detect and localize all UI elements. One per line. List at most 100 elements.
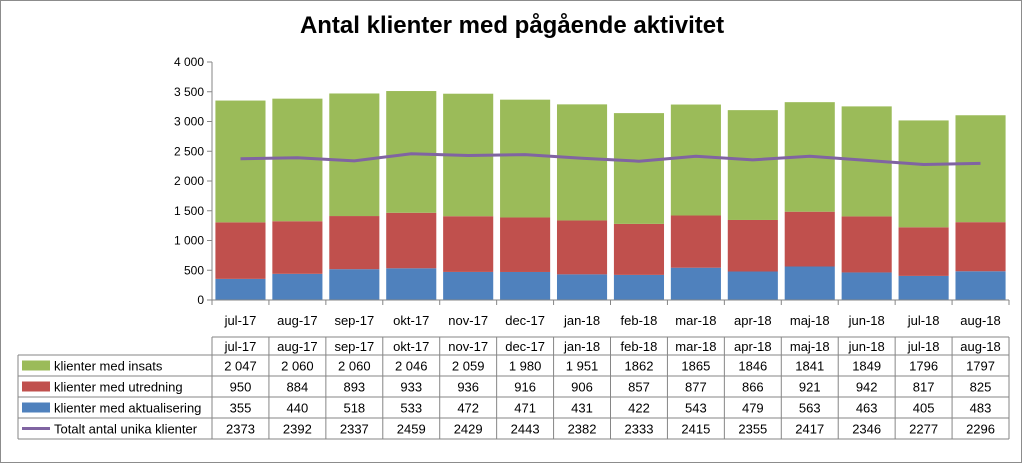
table-cell: 2296 [966, 422, 995, 437]
x-tick-label: apr-18 [734, 313, 772, 328]
x-tick-label: okt-17 [393, 313, 429, 328]
y-tick-label: 2 000 [174, 174, 204, 188]
x-tick-label: jul-17 [224, 313, 257, 328]
table-cell: 2 060 [281, 359, 314, 374]
x-tick-label: aug-17 [277, 313, 317, 328]
table-cell: 543 [685, 401, 707, 416]
bar-segment [784, 211, 835, 267]
x-tick-label: maj-18 [790, 313, 830, 328]
table-header-label: okt-17 [393, 339, 429, 354]
legend-key [22, 402, 50, 413]
table-cell: 355 [230, 401, 252, 416]
bar-segment [670, 215, 721, 268]
bar-segment [500, 271, 551, 300]
table-cell: 2355 [738, 422, 767, 437]
bar-segment [215, 222, 266, 279]
table-cell: 2415 [681, 422, 710, 437]
y-tick-label: 0 [197, 293, 204, 307]
bar-segment [556, 104, 608, 221]
table-cell: 422 [628, 401, 650, 416]
bar-segment [955, 271, 1006, 300]
legend-label: Totalt antal unika klienter [54, 422, 198, 437]
x-tick-label: jan-18 [563, 313, 600, 328]
table-header-label: jul-18 [907, 339, 940, 354]
table-cell: 1862 [625, 359, 654, 374]
table-cell: 1849 [852, 359, 881, 374]
bar-segment [443, 271, 494, 300]
table-cell: 479 [742, 401, 764, 416]
y-tick-label: 3 500 [174, 85, 204, 99]
table-cell: 472 [457, 401, 479, 416]
bar-segment [784, 266, 835, 300]
y-tick-label: 4 000 [174, 55, 204, 69]
table-cell: 2429 [454, 422, 483, 437]
table-cell: 866 [742, 380, 764, 395]
table-cell: 933 [400, 380, 422, 395]
table-cell: 2333 [625, 422, 654, 437]
x-tick-label: sep-17 [334, 313, 374, 328]
table-cell: 2443 [511, 422, 540, 437]
y-tick-label: 2 500 [174, 144, 204, 158]
table-header-label: maj-18 [790, 339, 830, 354]
y-tick-label: 1 000 [174, 234, 204, 248]
bar-segment [329, 269, 380, 300]
table-cell: 2 059 [452, 359, 485, 374]
table-cell: 1841 [795, 359, 824, 374]
table-header-label: dec-17 [505, 339, 545, 354]
legend-label: klienter med insats [54, 359, 163, 374]
bar-segment [613, 113, 665, 224]
table-header-label: sep-17 [334, 339, 374, 354]
bar-segment [613, 223, 665, 275]
table-cell: 483 [970, 401, 992, 416]
legend-key [22, 381, 50, 392]
x-tick-label: dec-17 [505, 313, 545, 328]
table-cell: 884 [287, 380, 309, 395]
table-cell: 906 [571, 380, 593, 395]
bar-segment [727, 271, 778, 300]
bar-segment [500, 217, 551, 272]
table-header-label: jan-18 [563, 339, 600, 354]
table-cell: 440 [287, 401, 309, 416]
x-tick-label: mar-18 [675, 313, 716, 328]
bar-segment [272, 273, 323, 300]
bar-segment [841, 272, 892, 300]
chart-title: Antal klienter med pågående aktivitet [299, 12, 725, 39]
table-cell: 877 [685, 380, 707, 395]
bar-segment [841, 216, 892, 273]
bar-segment [272, 221, 323, 274]
table-cell: 2 060 [338, 359, 371, 374]
table-cell: 857 [628, 380, 650, 395]
table-cell: 1846 [738, 359, 767, 374]
table-cell: 2337 [340, 422, 369, 437]
x-tick-label: feb-18 [621, 313, 658, 328]
table-cell: 2382 [568, 422, 597, 437]
x-tick-label: aug-18 [960, 313, 1000, 328]
table-cell: 936 [457, 380, 479, 395]
bar-segment [898, 227, 949, 276]
table-cell: 2 047 [224, 359, 257, 374]
table-cell: 2392 [283, 422, 312, 437]
bar-segment [329, 216, 380, 270]
y-tick-label: 500 [184, 263, 204, 277]
table-cell: 533 [400, 401, 422, 416]
bar-segment [727, 110, 778, 220]
table-cell: 2417 [795, 422, 824, 437]
bar-segment [215, 100, 266, 223]
table-cell: 463 [856, 401, 878, 416]
table-cell: 1 951 [566, 359, 599, 374]
bar-segment [898, 275, 949, 300]
bar-segment [955, 222, 1006, 272]
table-header-label: nov-17 [448, 339, 488, 354]
table-cell: 431 [571, 401, 593, 416]
table-cell: 2277 [909, 422, 938, 437]
bar-segment [443, 216, 494, 272]
table-cell: 471 [514, 401, 536, 416]
table-header-label: jul-17 [224, 339, 257, 354]
table-cell: 405 [913, 401, 935, 416]
series-line-total [240, 152, 981, 167]
x-tick-label: jul-18 [907, 313, 940, 328]
bar-segment [670, 267, 721, 300]
table-cell: 1796 [909, 359, 938, 374]
bar-segment [500, 99, 551, 218]
